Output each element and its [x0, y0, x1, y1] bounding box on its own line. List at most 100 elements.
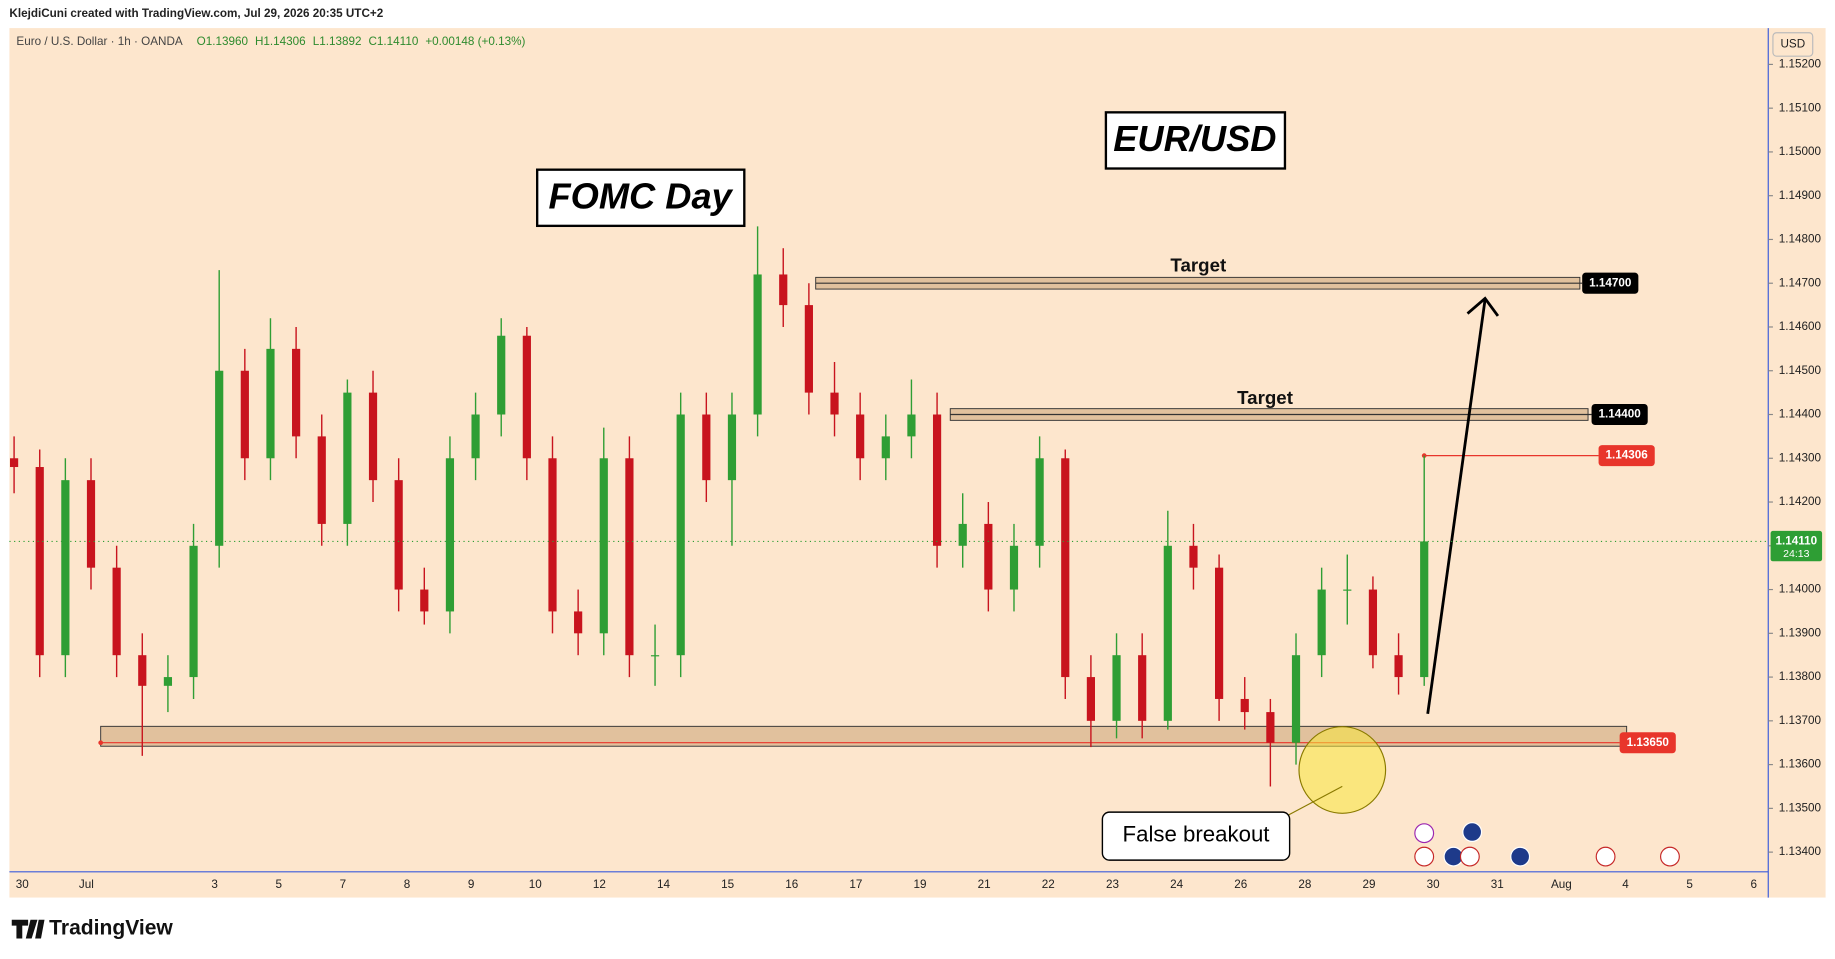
candle-body [932, 414, 942, 546]
y-tick-label: 1.14700 [1779, 276, 1822, 289]
candle-body [1240, 698, 1249, 713]
y-tick-label: 1.14300 [1779, 451, 1822, 464]
event-box [536, 168, 746, 228]
candle-body [343, 392, 352, 524]
candle-body [86, 480, 96, 568]
level-anchor [98, 740, 104, 746]
ohlc-value: H1.14306 [255, 35, 306, 48]
candle-body [1112, 655, 1121, 721]
candle-body [753, 274, 762, 415]
candles [9, 226, 1429, 787]
candle-body [163, 677, 173, 686]
callout-box [1101, 811, 1291, 861]
y-tick-label: 1.14500 [1779, 364, 1822, 377]
y-tick-label: 1.14400 [1779, 408, 1822, 421]
candle-body [240, 370, 249, 459]
x-tick-label: 7 [340, 878, 347, 891]
event-icon [1595, 846, 1616, 867]
candle-body [727, 414, 737, 481]
level-label: 1.14306 [1606, 449, 1649, 462]
y-tick-label: 1.15000 [1779, 145, 1822, 158]
event-icon [1510, 846, 1531, 867]
candle-body [702, 414, 711, 481]
x-tick-label: 24 [1170, 878, 1184, 891]
event-icons [1414, 822, 1680, 867]
candle-body [548, 458, 557, 612]
y-tick-label: 1.15200 [1779, 58, 1822, 71]
x-tick-label: 16 [785, 878, 798, 891]
candle-body [1215, 567, 1224, 699]
x-tick-label: 29 [1362, 878, 1375, 891]
level-label-box [1591, 403, 1648, 426]
candle-body [907, 414, 916, 437]
candle-body [1291, 655, 1301, 743]
candle-body [1061, 458, 1070, 678]
last-price-label: 1.14110 [1776, 535, 1818, 548]
x-tick-label: 23 [1106, 878, 1119, 891]
currency-box [1772, 32, 1814, 57]
level-label-box [1619, 732, 1676, 754]
chart-pane [9, 28, 1826, 898]
candle-body [1138, 655, 1147, 721]
level-label: 1.13650 [1627, 736, 1670, 749]
callout-label: False breakout [1123, 821, 1271, 846]
candle-body [1163, 545, 1172, 721]
candle-body [1035, 458, 1044, 546]
levels: 1.14700 1.14400 1.14306 1.13650 [98, 272, 1676, 754]
brand-icon [11, 919, 45, 939]
callout-line [1287, 785, 1343, 817]
x-tick-label: 15 [721, 878, 735, 891]
x-tick-label: 30 [16, 878, 30, 891]
candle-body [266, 348, 275, 459]
event-icon [1414, 823, 1435, 844]
y-tick-label: 1.14800 [1779, 233, 1822, 246]
candle-body [35, 467, 44, 656]
x-tick-label: Jul [79, 878, 94, 891]
y-tick-label: 1.15100 [1779, 101, 1822, 114]
candle-body [9, 458, 19, 468]
x-tick-label: 9 [468, 878, 475, 891]
x-tick-label: 14 [657, 878, 671, 891]
level-label-box [1582, 272, 1639, 294]
x-tick-label: 31 [1491, 878, 1504, 891]
candle-body [984, 523, 993, 590]
candle-body [420, 589, 429, 612]
x-tick-label: 6 [1750, 878, 1757, 891]
chart-title: EUR/USD [1113, 118, 1276, 159]
event-icon [1462, 822, 1483, 842]
event-icon [1414, 846, 1435, 867]
brand-name: TradingView [49, 917, 173, 940]
level-label-box [1598, 445, 1655, 467]
candle-body [138, 655, 147, 686]
candle-body [1086, 677, 1096, 721]
candle-body [497, 335, 506, 415]
candle-body [958, 523, 967, 546]
level-label: 1.14700 [1589, 276, 1632, 289]
x-tick-label: 28 [1298, 878, 1311, 891]
x-tick-label: 4 [1622, 878, 1629, 891]
candle-body [1343, 589, 1352, 591]
candle-body [394, 480, 403, 590]
y-tick-label: 1.14000 [1779, 583, 1822, 596]
candle-body [189, 545, 198, 678]
ohlc-value: C1.14110 [369, 35, 419, 48]
y-tick-label: 1.13400 [1779, 845, 1822, 858]
candle-body [881, 436, 890, 459]
candle-body [61, 480, 70, 656]
candle-body [368, 392, 378, 481]
x-tick-label: 19 [914, 878, 927, 891]
y-tick-label: 1.13500 [1779, 801, 1822, 814]
ohlc-value: O1.13960 [197, 35, 249, 48]
event-icon [1660, 846, 1680, 867]
candle-body [1420, 541, 1429, 678]
candle-body [676, 414, 685, 656]
candle-body [779, 274, 788, 306]
target-label: Target [1237, 387, 1293, 408]
level-label: 1.14400 [1599, 408, 1642, 421]
candle-body [317, 436, 326, 524]
x-tick-label: 5 [1686, 878, 1693, 891]
breakout-highlight [1298, 726, 1387, 814]
x-tick-label: 8 [404, 878, 411, 891]
candle-body [856, 414, 865, 459]
